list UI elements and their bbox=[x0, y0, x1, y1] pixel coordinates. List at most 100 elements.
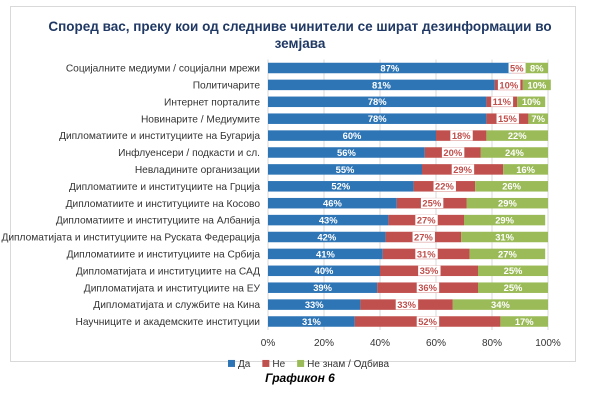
category-label: Дипломатијата и институциите на ЕУ bbox=[84, 283, 261, 294]
category-label: Дипломатиите и институциите на Косово bbox=[66, 199, 261, 210]
legend-swatch bbox=[228, 359, 235, 367]
bar-segment bbox=[268, 147, 425, 158]
bar-segment bbox=[478, 282, 548, 293]
data-label: 22% bbox=[508, 130, 527, 141]
data-label: 55% bbox=[336, 164, 355, 175]
category-label: Политичарите bbox=[193, 81, 261, 92]
data-label: 35% bbox=[420, 265, 439, 276]
data-label: 41% bbox=[316, 248, 335, 259]
chart-title: Според вас, преку кои од следниве чините… bbox=[0, 18, 600, 52]
data-label-background bbox=[416, 316, 440, 327]
data-label: 33% bbox=[397, 299, 416, 310]
legend: Да Не Не знам / Одбива bbox=[228, 358, 389, 370]
bar-segment bbox=[268, 248, 383, 260]
data-label-background bbox=[415, 248, 438, 259]
bar-segment bbox=[268, 265, 380, 277]
x-tick-label: 20% bbox=[314, 338, 334, 349]
data-label: 36% bbox=[418, 282, 437, 293]
bar-segment bbox=[268, 214, 389, 226]
data-label: 25% bbox=[504, 282, 523, 293]
x-axis-ticks: 0% 20% 40% 60% 80% 100% bbox=[261, 338, 561, 349]
category-label: Дипломатиите и институциите на Грција bbox=[69, 182, 260, 193]
category-label: Дипломатијата и институциите на Руската … bbox=[1, 233, 260, 244]
bar-segment bbox=[480, 147, 548, 158]
data-label: 25% bbox=[504, 265, 523, 276]
legend-label: Не bbox=[272, 359, 285, 370]
data-label: 43% bbox=[319, 215, 338, 226]
category-label: Социјалните медиуми / социјални мрежи bbox=[66, 64, 260, 75]
data-label: 10% bbox=[499, 79, 518, 90]
bar-segment bbox=[268, 164, 422, 175]
data-label: 78% bbox=[368, 113, 387, 124]
data-label-background bbox=[418, 265, 441, 276]
chart-title-line-2: земјава bbox=[274, 36, 326, 51]
data-label-background bbox=[441, 147, 465, 158]
data-label: 39% bbox=[313, 282, 332, 293]
data-label: 16% bbox=[516, 164, 535, 175]
data-label: 10% bbox=[522, 96, 541, 107]
bar-segment bbox=[500, 316, 548, 327]
data-label: 31% bbox=[417, 248, 436, 259]
bar-segment bbox=[466, 197, 548, 209]
data-label-background bbox=[491, 96, 514, 107]
data-label: 20% bbox=[443, 147, 462, 158]
data-label: 5% bbox=[510, 62, 524, 73]
data-label: 78% bbox=[368, 96, 387, 107]
data-label: 29% bbox=[495, 215, 514, 226]
data-label: 40% bbox=[315, 265, 334, 276]
category-label: Дипломатијата и институциите на САД bbox=[76, 266, 260, 277]
bar-segment bbox=[475, 181, 548, 192]
category-label: Дипломатиите и институциите на Србија bbox=[67, 249, 261, 261]
data-label: 27% bbox=[498, 248, 517, 259]
category-label: Невладините организации bbox=[135, 165, 260, 176]
data-label: 42% bbox=[317, 231, 336, 242]
bar-segment bbox=[525, 62, 548, 74]
bar-segment bbox=[464, 214, 546, 226]
data-label: 31% bbox=[302, 316, 321, 327]
data-label-background bbox=[395, 299, 419, 310]
bar-segment bbox=[268, 197, 397, 209]
data-label: 22% bbox=[435, 181, 454, 192]
data-label: 52% bbox=[418, 316, 437, 327]
bar-segment bbox=[268, 299, 361, 310]
data-label: 18% bbox=[452, 130, 471, 141]
data-label-background bbox=[416, 282, 440, 293]
data-label: 33% bbox=[305, 299, 324, 310]
bar-segment bbox=[268, 231, 386, 243]
bar-segment bbox=[503, 164, 548, 175]
bar-segment bbox=[478, 265, 548, 277]
x-tick-label: 40% bbox=[370, 338, 390, 349]
data-label: 11% bbox=[493, 96, 512, 107]
data-label-background bbox=[412, 231, 435, 242]
category-label: Научниците и академските институции bbox=[76, 317, 261, 328]
bar-segment bbox=[268, 62, 512, 74]
data-label: 34% bbox=[491, 299, 510, 310]
bar-segment bbox=[268, 282, 378, 293]
data-label-background bbox=[496, 113, 519, 124]
data-label: 87% bbox=[380, 62, 399, 73]
data-label: 52% bbox=[331, 181, 350, 192]
data-label: 10% bbox=[527, 79, 546, 90]
x-tick-label: 100% bbox=[535, 338, 561, 349]
bar-segment bbox=[461, 231, 548, 243]
bar-segment bbox=[268, 113, 487, 124]
data-label: 25% bbox=[422, 198, 441, 209]
chart-title-line-1: Според вас, преку кои од следниве чините… bbox=[48, 19, 552, 34]
data-label-background bbox=[415, 215, 438, 225]
legend-swatch bbox=[297, 359, 305, 367]
x-tick-label: 0% bbox=[261, 338, 276, 349]
category-label: Дипломатиите и институциите на Бугарија bbox=[59, 131, 260, 142]
category-label: Новинарите / Медиумите bbox=[141, 114, 260, 125]
legend-label: Да bbox=[238, 359, 251, 370]
data-label-background bbox=[497, 79, 521, 90]
bar-segment bbox=[268, 79, 495, 91]
legend-swatch bbox=[262, 359, 270, 367]
data-label: 8% bbox=[530, 62, 544, 73]
bar-segment bbox=[268, 96, 487, 108]
bar-segment bbox=[268, 130, 436, 141]
data-label-background bbox=[508, 62, 526, 73]
data-label: 27% bbox=[417, 215, 436, 226]
bar-segment bbox=[469, 248, 546, 260]
data-label-background bbox=[433, 181, 456, 192]
